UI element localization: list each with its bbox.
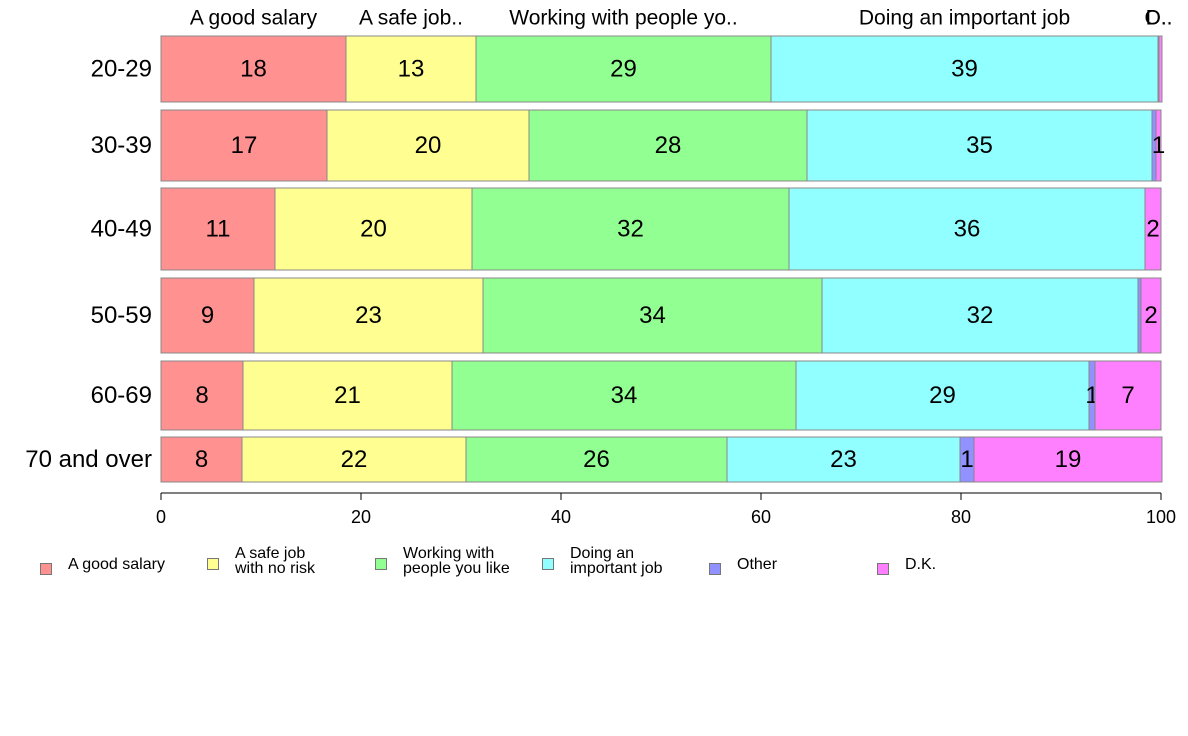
bar-segment xyxy=(241,436,467,483)
bar-segment xyxy=(1094,360,1162,431)
category-label: 30-39 xyxy=(91,132,152,159)
bar-value-label: 19 xyxy=(1055,446,1082,473)
bar-segment xyxy=(242,360,453,431)
bar-value-label: 23 xyxy=(355,302,382,329)
bar-segment xyxy=(795,360,1090,431)
bar-segment xyxy=(1155,109,1162,182)
bar-segment xyxy=(471,187,790,271)
top-series-label: Working with people yo.. xyxy=(509,7,737,30)
bar-segment xyxy=(160,277,255,354)
top-series-label: O.. xyxy=(1144,7,1172,30)
bar-value-label: 28 xyxy=(655,132,682,159)
category-label: 60-69 xyxy=(91,382,152,409)
bar-value-label: 34 xyxy=(611,382,638,409)
bar-value-label: 7 xyxy=(1121,382,1134,409)
bar-segment xyxy=(465,436,728,483)
bar-segment xyxy=(821,277,1139,354)
bar-segment xyxy=(160,360,244,431)
bar-value-label: 11 xyxy=(206,216,231,243)
bar-segment xyxy=(253,277,484,354)
bar-segment xyxy=(1144,187,1162,271)
bar-segment xyxy=(973,436,1163,483)
x-tick-label: 80 xyxy=(951,507,971,527)
bar-segment xyxy=(482,277,823,354)
category-label: 50-59 xyxy=(91,302,152,329)
bar-value-label: 17 xyxy=(231,132,258,159)
bar-value-label: 2 xyxy=(1146,216,1159,243)
x-tick-label: 20 xyxy=(351,507,371,527)
bar-segment xyxy=(274,187,473,271)
bar-segment xyxy=(1140,277,1162,354)
bar-value-label: 34 xyxy=(639,302,666,329)
bar-value-label: 23 xyxy=(830,446,857,473)
bar-segment xyxy=(475,35,772,103)
bar-value-label: 1 xyxy=(960,446,973,473)
bar-value-label: 39 xyxy=(951,56,978,83)
bar-value-label: 8 xyxy=(195,382,208,409)
bar-segment xyxy=(451,360,797,431)
bar-value-label: 20 xyxy=(415,132,442,159)
bar-value-label: 8 xyxy=(195,446,208,473)
top-series-label: A good salary xyxy=(190,7,318,30)
bar-value-label: 20 xyxy=(360,216,387,243)
bar-value-label: 18 xyxy=(240,56,267,83)
x-tick-label: 100 xyxy=(1146,507,1176,527)
bar-value-label: 32 xyxy=(967,302,994,329)
bar-value-label: 1 xyxy=(1152,132,1165,159)
bar-segment xyxy=(726,436,961,483)
x-tick-label: 0 xyxy=(156,507,166,527)
bar-segment xyxy=(806,109,1153,182)
bar-value-label: 35 xyxy=(966,132,993,159)
top-series-label: D.. xyxy=(1146,7,1173,30)
bar-value-label: 13 xyxy=(398,56,425,83)
bar-segment xyxy=(326,109,530,182)
category-label: 70 and over xyxy=(25,446,152,473)
bar-segment xyxy=(160,109,328,182)
bar-segment xyxy=(770,35,1159,103)
bar-value-label: 36 xyxy=(954,216,981,243)
bar-value-label: 2 xyxy=(1144,302,1157,329)
bar-segment xyxy=(1158,35,1163,103)
bar-segment xyxy=(160,436,243,483)
bar-segment xyxy=(345,35,477,103)
bar-segment xyxy=(160,187,276,271)
bar-value-label: 29 xyxy=(929,382,956,409)
x-tick-label: 60 xyxy=(751,507,771,527)
top-series-label: A safe job.. xyxy=(359,7,463,30)
bar-segment xyxy=(160,35,347,103)
bar-value-label: 9 xyxy=(201,302,214,329)
bar-value-label: 22 xyxy=(341,446,368,473)
bar-value-label: 29 xyxy=(610,56,637,83)
bar-value-label: 26 xyxy=(583,446,610,473)
category-label: 20-29 xyxy=(91,56,152,83)
bar-segment xyxy=(528,109,808,182)
category-label: 40-49 xyxy=(91,216,152,243)
bar-value-label: 32 xyxy=(617,216,644,243)
bar-value-label: 21 xyxy=(334,382,361,409)
top-series-label: Doing an important job xyxy=(859,7,1070,30)
x-tick-label: 40 xyxy=(551,507,571,527)
